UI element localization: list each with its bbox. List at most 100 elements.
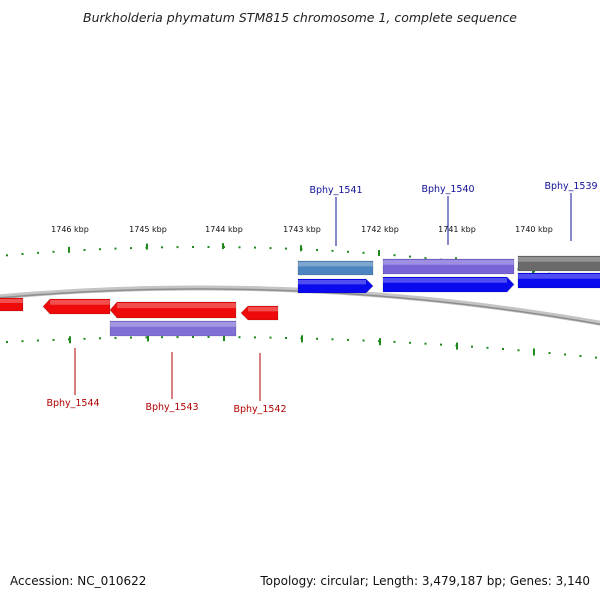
tick-label: 1742 kbp [361,225,399,234]
tick-dot-inner [99,337,101,340]
tick-dot-outer [238,246,241,249]
tick-label: 1744 kbp [205,225,243,234]
tick-dot-outer [52,250,55,253]
tick-dot-outer [6,254,8,257]
gene-label-minus[interactable]: Bphy_1544 [46,398,99,409]
gene-label-minus[interactable]: Bphy_1543 [145,402,198,413]
tick-dot-outer [331,249,334,252]
tick-dot-inner [207,336,210,338]
tick-dot-inner [192,336,194,338]
tick-dot-inner [517,349,520,352]
gene-label-plus[interactable]: Bphy_1539 [544,181,597,192]
major-tick-inner [533,348,535,356]
major-tick-inner [223,334,225,342]
tick-dot-outer [269,247,272,250]
cds-feature-bphy-1543[interactable] [109,320,237,337]
gene-label-minus[interactable]: Bphy_1542 [233,404,286,415]
major-tick-inner [301,335,303,343]
tick-dot-inner [238,336,241,339]
tick-dot-inner [114,337,117,339]
tick-dot-inner [548,352,551,354]
tick-dot-inner [347,338,349,341]
tick-dot-outer [409,255,411,258]
cds-feature-bphy-1541[interactable] [297,260,374,276]
cds-feature-bphy-1539-highlight [518,257,600,262]
tick-dot-inner [393,340,396,343]
major-tick-inner [379,338,381,346]
tick-dot-inner [579,355,582,357]
tick-dot-outer [83,249,86,251]
tick-label: 1740 kbp [515,225,553,234]
tick-dot-outer [393,254,396,257]
gene-arrow-bphy-1542[interactable] [240,305,279,321]
tick-dot-outer [424,257,427,260]
gene-arrow-bphy-1539[interactable] [517,272,600,289]
major-tick-outer [378,250,380,256]
tick-dot-outer [316,249,318,251]
gene-arrow-bphy-1544[interactable] [42,298,111,315]
genome-summary: Topology: circular; Length: 3,479,187 bp… [260,574,590,588]
gene-arrow-bphy-1543[interactable] [109,301,237,319]
tick-dot-inner [316,337,318,340]
tick-dot-outer [99,248,101,251]
tick-dot-outer [207,246,210,248]
tick-dot-inner [564,353,566,356]
gene-arrow-bphy-1541-highlight [298,280,366,285]
major-tick-outer [146,243,148,250]
tick-dot-inner [362,339,365,342]
gene-arrow-bphy-1544-highlight [50,300,110,305]
tick-dot-outer [176,246,179,249]
tick-dot-outer [362,251,365,254]
gene-arrow-partial[interactable] [0,297,24,312]
cds-feature-bphy-1539[interactable] [517,255,600,272]
cds-feature-bphy-1543-highlight [110,322,236,327]
tick-dot-outer [130,247,132,250]
gene-arrow-partial-highlight [0,299,23,303]
cds-feature-bphy-1540-highlight [383,260,514,265]
tick-dot-inner [161,336,163,339]
tick-dot-outer [254,246,256,249]
tick-dot-inner [83,337,86,340]
major-tick-inner [147,334,149,342]
gene-arrow-bphy-1542-highlight [248,307,278,312]
cds-feature-bphy-1541-highlight [298,262,373,267]
tick-dot-inner [37,339,39,342]
major-tick-outer [68,246,70,253]
tick-dot-outer [192,246,194,248]
tick-dot-inner [254,336,256,339]
tick-dot-inner [130,336,132,339]
tick-dot-outer [21,253,24,255]
major-tick-outer [222,243,224,250]
cds-feature-bphy-1540[interactable] [382,258,515,275]
tick-dot-outer [161,246,163,249]
tick-dot-outer [347,250,349,253]
accession-label: Accession: NC_010622 [10,574,147,588]
map-title: Burkholderia phymatum STM815 chromosome … [83,10,517,25]
gene-arrow-bphy-1540[interactable] [382,276,515,293]
tick-dot-inner [471,345,473,348]
tick-dot-outer [114,247,117,250]
major-tick-inner [456,342,458,350]
gene-arrow-bphy-1540-highlight [383,278,507,283]
tick-dot-inner [176,336,179,339]
tick-dot-inner [440,343,442,346]
tick-dot-inner [21,340,24,343]
gene-label-plus[interactable]: Bphy_1541 [309,185,362,196]
tick-dot-inner [52,338,55,341]
tick-dot-inner [331,338,334,341]
gene-arrow-bphy-1539-highlight [518,274,600,279]
tick-dot-inner [6,341,8,343]
major-tick-inner [69,336,71,344]
gene-arrow-bphy-1541[interactable] [297,278,374,294]
tick-dot-outer [285,247,287,250]
gene-label-plus[interactable]: Bphy_1540 [421,184,474,195]
tick-dot-inner [424,342,427,345]
tick-dot-inner [269,336,272,339]
tick-dot-outer [37,251,39,254]
tick-dot-inner [486,346,489,349]
major-tick-outer [300,245,302,252]
tick-dot-inner [502,348,504,350]
tick-label: 1746 kbp [51,225,89,234]
tick-label: 1745 kbp [129,225,167,234]
